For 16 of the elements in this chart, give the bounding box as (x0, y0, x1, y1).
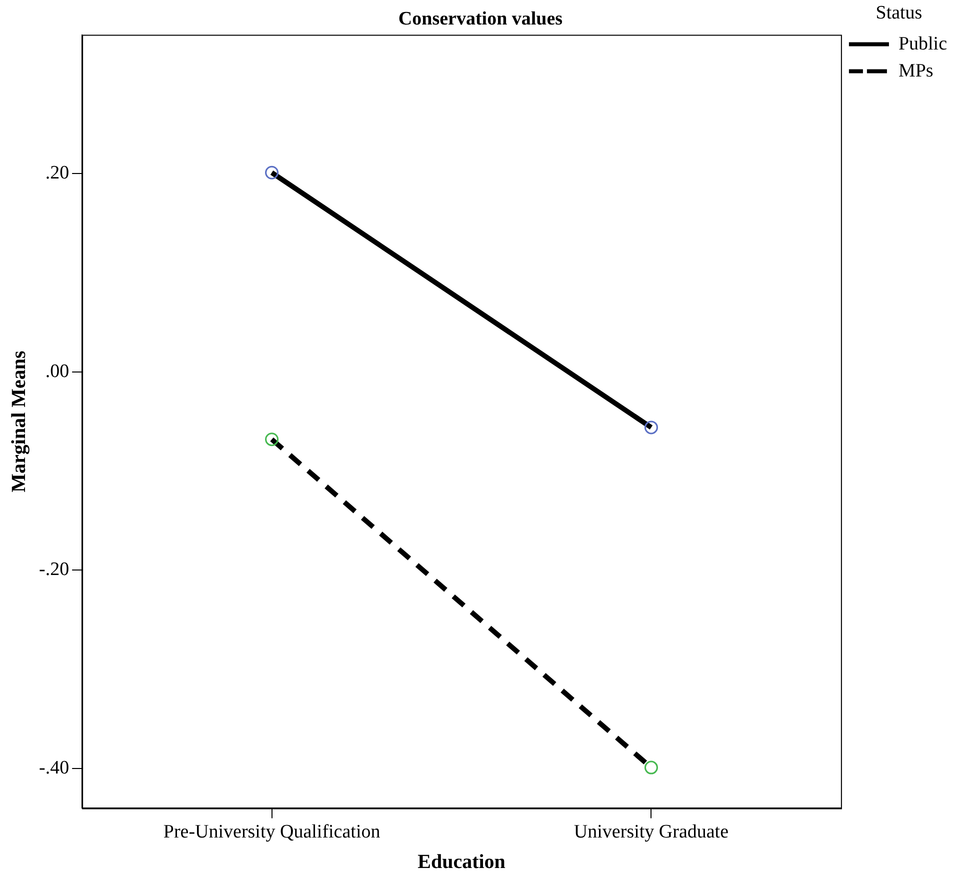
y-tick-label: .20 (45, 162, 70, 184)
x-tick-label: University Graduate (574, 822, 729, 843)
y-tick-label: -.40 (39, 758, 70, 779)
point (265, 166, 279, 180)
legend-label: Public (898, 33, 948, 54)
x-axis-title: Education (418, 851, 506, 874)
point (644, 760, 658, 774)
y-tick-label: -.20 (39, 559, 70, 580)
y-axis-title: Marginal Means (8, 350, 30, 492)
point (265, 432, 279, 446)
x-tick-label: Pre-University Qualification (163, 822, 381, 843)
point (644, 420, 658, 434)
chart-title: Conservation values (398, 8, 563, 30)
legend-label: MPs (898, 60, 934, 82)
legend-title: Status (876, 2, 922, 24)
y-tick-label: .00 (45, 360, 70, 382)
